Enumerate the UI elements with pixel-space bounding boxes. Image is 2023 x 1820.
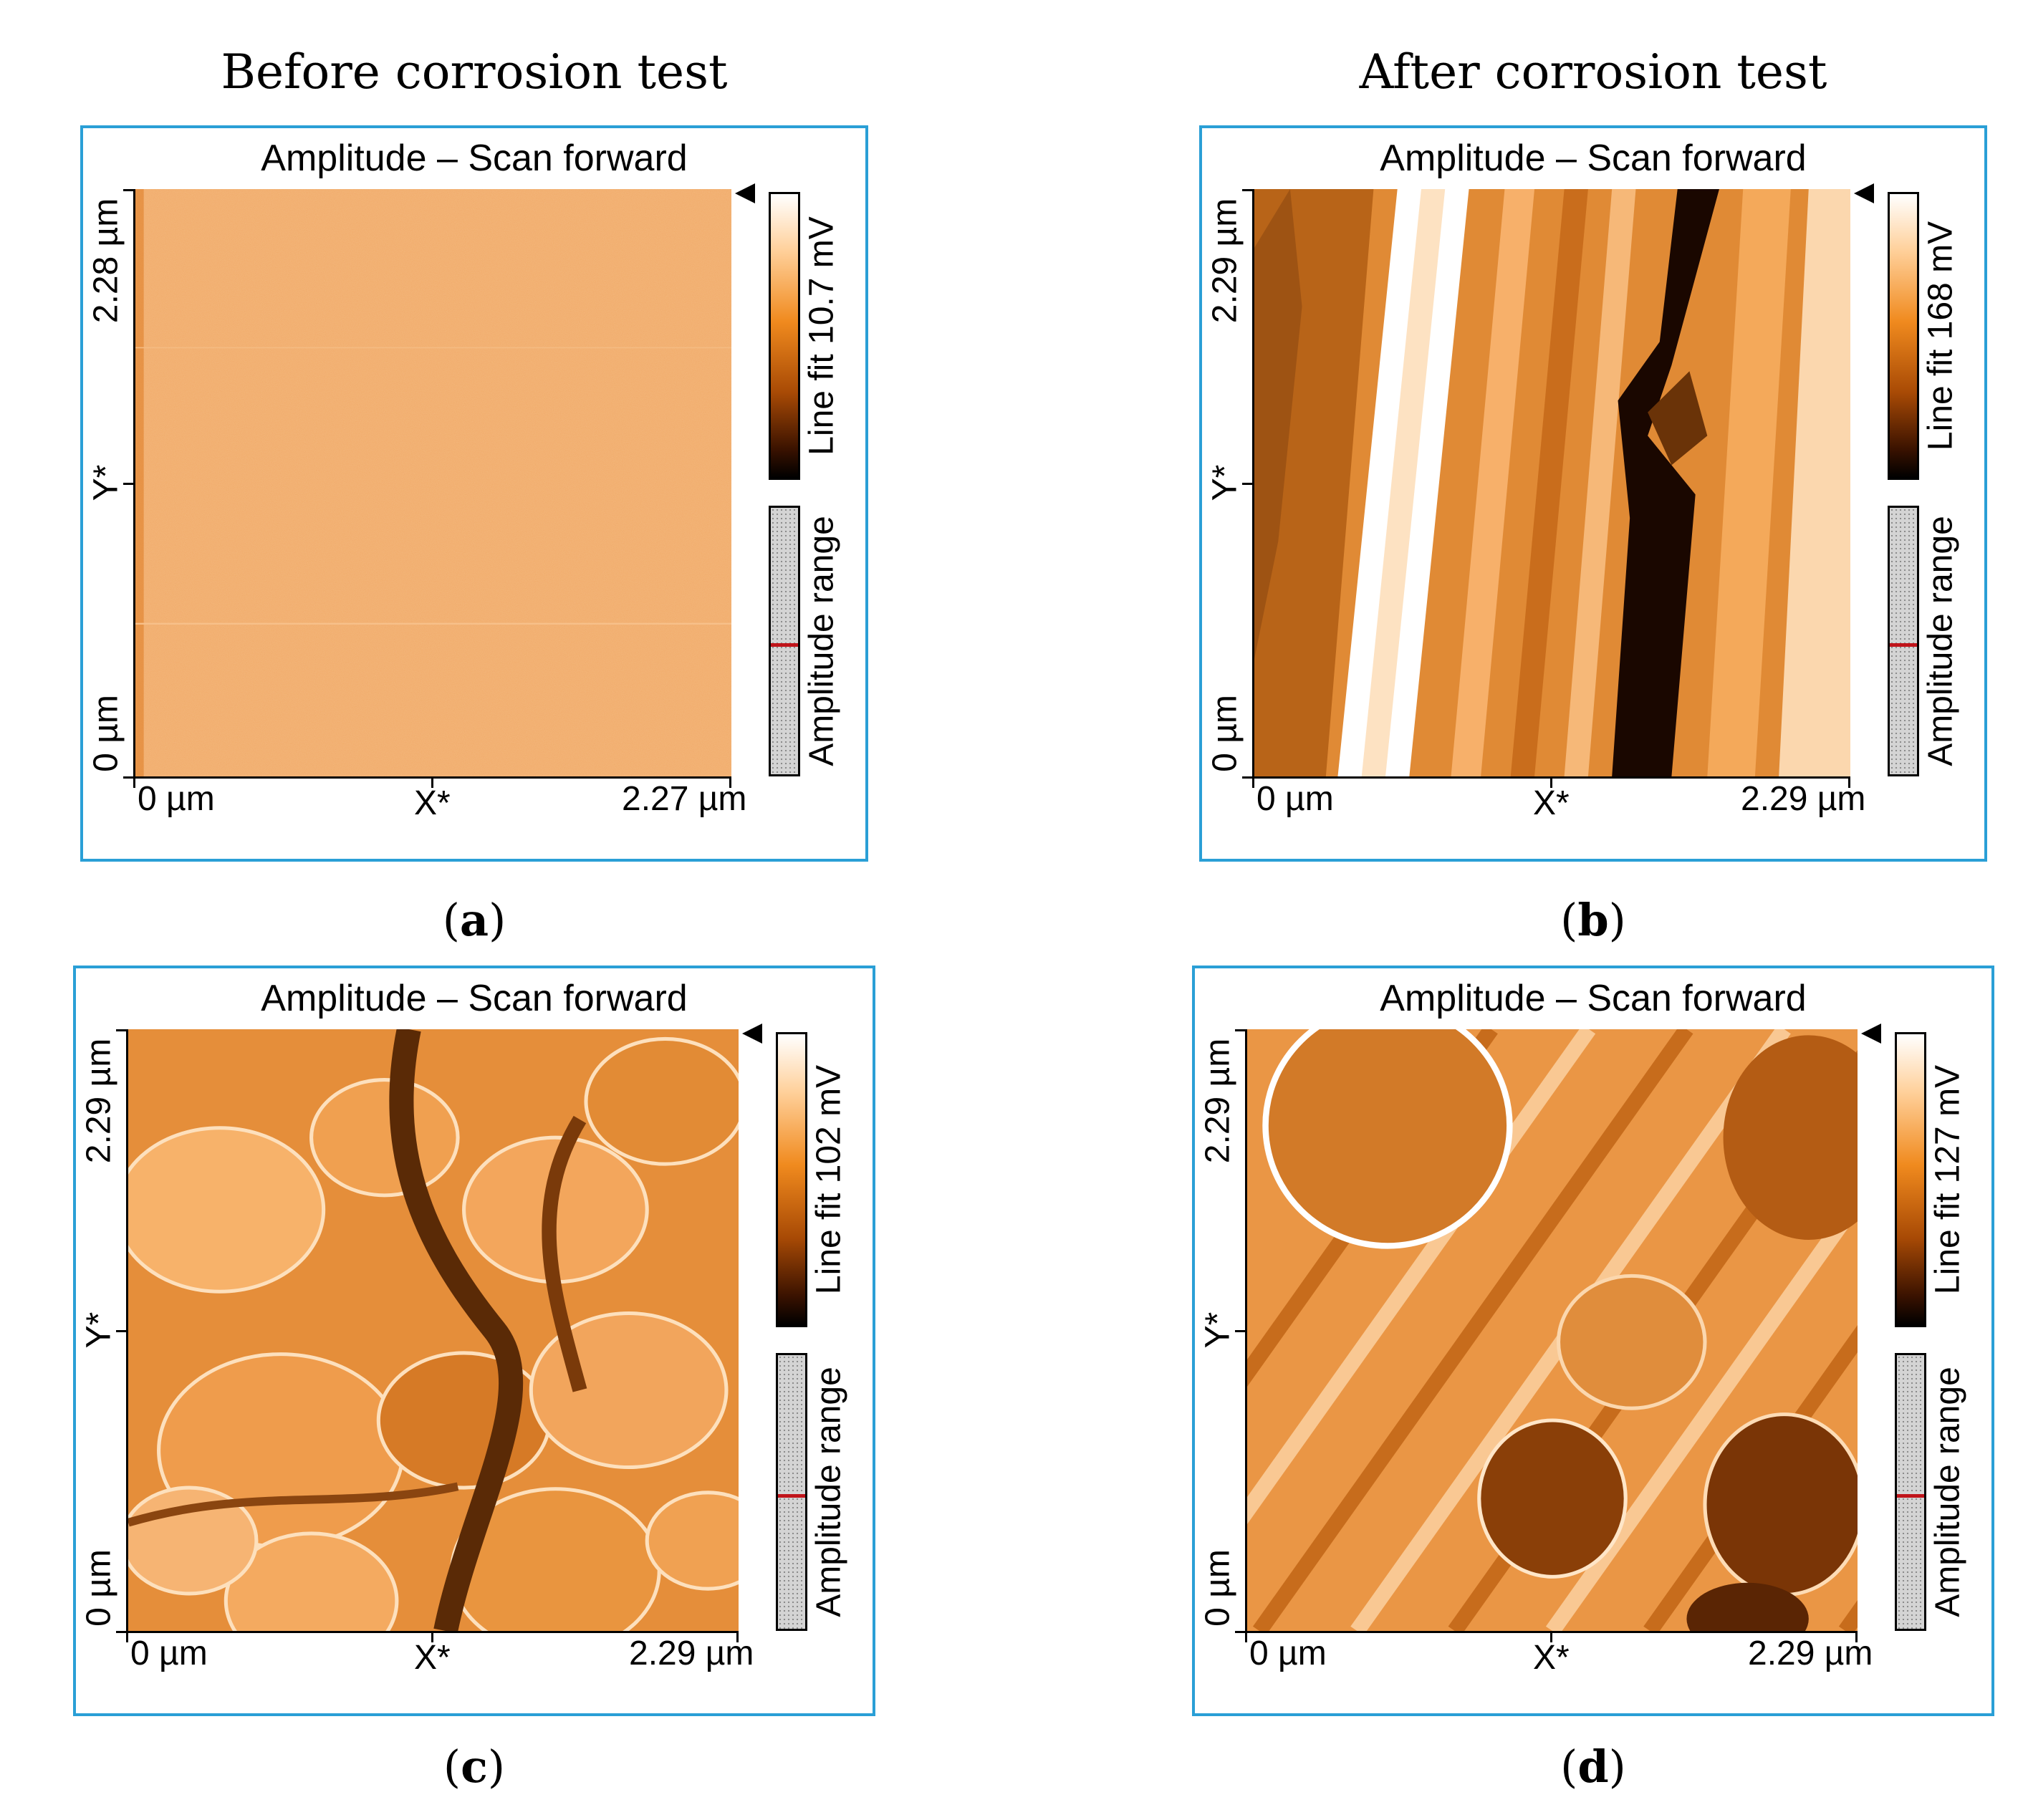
y-min-label: 0 µm bbox=[1198, 1549, 1237, 1627]
heading-before: Before corrosion test bbox=[221, 44, 728, 100]
y-tick bbox=[123, 189, 133, 191]
panel-title: Amplitude – Scan forward bbox=[261, 138, 688, 179]
x-tick bbox=[431, 1632, 433, 1642]
x-axis-label: X* bbox=[414, 784, 451, 822]
panel-title: Amplitude – Scan forward bbox=[1380, 978, 1807, 1019]
y-tick bbox=[1235, 1330, 1245, 1332]
y-tick bbox=[116, 1631, 126, 1633]
caption-c: (c) bbox=[443, 1740, 506, 1793]
x-tick bbox=[1855, 1632, 1858, 1642]
amplitude-range-bar bbox=[1888, 506, 1919, 776]
colorbar bbox=[776, 1032, 807, 1327]
heading-after: After corrosion test bbox=[1359, 44, 1827, 100]
scan-line-marker-icon bbox=[742, 1024, 762, 1044]
x-tick bbox=[1848, 778, 1850, 788]
scan-line-marker-icon bbox=[1854, 183, 1874, 203]
afm-amplitude-image bbox=[126, 1029, 739, 1633]
y-tick bbox=[1235, 1631, 1245, 1633]
x-max-label: 2.29 µm bbox=[1741, 780, 1866, 818]
y-min-label: 0 µm bbox=[80, 1549, 118, 1627]
x-axis-label: X* bbox=[414, 1639, 451, 1677]
colorbar-label: Line fit 102 mV bbox=[809, 1064, 848, 1295]
x-min-label: 0 µm bbox=[1249, 1634, 1327, 1672]
x-tick bbox=[736, 1632, 739, 1642]
scan-line-marker-icon bbox=[1861, 1024, 1881, 1044]
y-axis-label: Y* bbox=[80, 1311, 118, 1349]
x-max-label: 2.29 µm bbox=[1748, 1634, 1873, 1672]
scan-line-marker-icon bbox=[735, 183, 755, 203]
colorbar-label: Line fit 10.7 mV bbox=[802, 216, 841, 456]
x-tick bbox=[729, 778, 731, 788]
colorbar-label: Line fit 168 mV bbox=[1921, 221, 1960, 451]
colorbar bbox=[1895, 1032, 1926, 1327]
colorbar bbox=[1888, 192, 1919, 480]
range-label: Amplitude range bbox=[802, 516, 841, 766]
range-label: Amplitude range bbox=[1921, 516, 1960, 766]
colorbar bbox=[769, 192, 800, 480]
afm-amplitude-image bbox=[133, 189, 731, 779]
y-tick bbox=[116, 1029, 126, 1031]
caption-d: (d) bbox=[1560, 1740, 1626, 1793]
amplitude-range-bar bbox=[1895, 1353, 1926, 1631]
x-min-label: 0 µm bbox=[1256, 780, 1334, 818]
y-max-label: 2.29 µm bbox=[1198, 1038, 1237, 1164]
x-tick bbox=[1550, 778, 1552, 788]
x-max-label: 2.27 µm bbox=[622, 780, 747, 818]
y-tick bbox=[1242, 189, 1252, 191]
afm-amplitude-image bbox=[1245, 1029, 1858, 1633]
x-axis-label: X* bbox=[1533, 1639, 1570, 1677]
x-tick bbox=[126, 1632, 128, 1642]
y-axis-label: Y* bbox=[87, 464, 125, 501]
range-label: Amplitude range bbox=[1928, 1367, 1967, 1617]
afm-amplitude-image bbox=[1252, 189, 1850, 779]
x-tick bbox=[133, 778, 135, 788]
x-tick bbox=[1550, 1632, 1552, 1642]
x-min-label: 0 µm bbox=[130, 1634, 208, 1672]
y-tick bbox=[123, 776, 133, 779]
y-tick bbox=[1235, 1029, 1245, 1031]
panel-b: Amplitude – Scan forward 2.29 µm Y* 0 µm 0 µ… bbox=[1199, 125, 1987, 862]
y-min-label: 0 µm bbox=[87, 695, 125, 772]
y-axis-label: Y* bbox=[1206, 464, 1244, 501]
panel-d: Amplitude – Scan forward 2.29 µm Y* 0 µm 0 µ… bbox=[1192, 966, 1994, 1716]
x-tick bbox=[1252, 778, 1254, 788]
colorbar-label: Line fit 127 mV bbox=[1928, 1064, 1967, 1295]
y-max-label: 2.29 µm bbox=[80, 1038, 118, 1164]
y-tick bbox=[1242, 776, 1252, 779]
x-tick bbox=[431, 778, 433, 788]
y-min-label: 0 µm bbox=[1206, 695, 1244, 772]
x-min-label: 0 µm bbox=[138, 780, 215, 818]
x-max-label: 2.29 µm bbox=[629, 1634, 754, 1672]
y-tick bbox=[1242, 483, 1252, 485]
range-marker bbox=[778, 1494, 805, 1498]
amplitude-range-bar bbox=[776, 1353, 807, 1631]
panel-c: Amplitude – Scan forward 2.29 µm Y* 0 µm 0 µ… bbox=[73, 966, 875, 1716]
panel-title: Amplitude – Scan forward bbox=[261, 978, 688, 1019]
panel-a: Amplitude – Scan forward 2.28 µm Y* 0 µm 0 µ… bbox=[80, 125, 868, 862]
x-axis-label: X* bbox=[1533, 784, 1570, 822]
caption-b: (b) bbox=[1560, 894, 1626, 946]
range-marker bbox=[1890, 643, 1917, 647]
y-tick bbox=[116, 1330, 126, 1332]
y-max-label: 2.28 µm bbox=[87, 198, 125, 324]
panel-title: Amplitude – Scan forward bbox=[1380, 138, 1807, 179]
y-axis-label: Y* bbox=[1198, 1311, 1237, 1349]
y-max-label: 2.29 µm bbox=[1206, 198, 1244, 324]
x-tick bbox=[1245, 1632, 1247, 1642]
amplitude-range-bar bbox=[769, 506, 800, 776]
range-marker bbox=[1897, 1494, 1924, 1498]
y-tick bbox=[123, 483, 133, 485]
caption-a: (a) bbox=[442, 894, 506, 946]
range-marker bbox=[771, 643, 798, 647]
range-label: Amplitude range bbox=[809, 1367, 848, 1617]
